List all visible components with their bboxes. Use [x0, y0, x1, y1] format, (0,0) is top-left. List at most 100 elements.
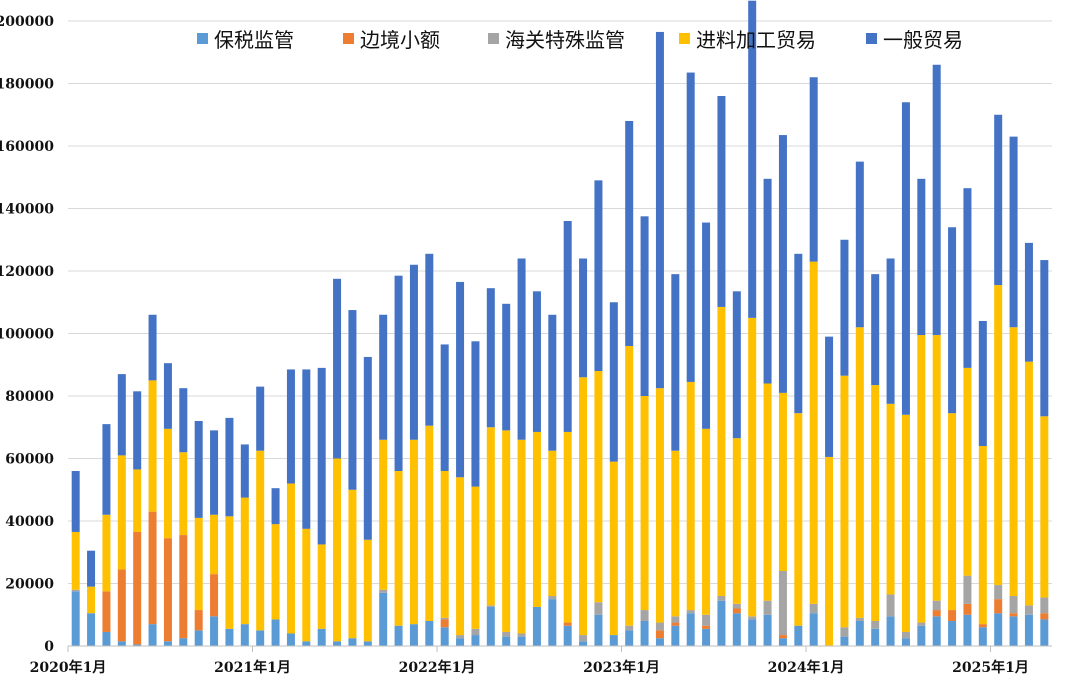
bar-58-series-2: [963, 575, 972, 604]
bar-55-series-2: [917, 622, 926, 626]
bar-34-series-2: [594, 602, 603, 615]
bar-53-series-2: [886, 594, 895, 617]
bar-21-series-3: [394, 471, 403, 626]
bar-30-series-0: [532, 606, 541, 646]
x-tick-label-1: 2021年1月: [214, 659, 291, 676]
bar-42-series-4: [717, 96, 726, 307]
bar-60-series-0: [994, 613, 1003, 646]
y-tick-label-1: 20000: [5, 577, 54, 593]
bar-45-series-4: [763, 178, 772, 384]
bar-34-series-4: [594, 180, 603, 372]
y-tick-label-9: 180000: [0, 77, 54, 93]
bar-37-series-0: [640, 621, 649, 646]
bar-55-series-4: [917, 178, 926, 336]
bar-47-series-4: [794, 253, 803, 414]
bar-23-series-4: [425, 253, 434, 426]
bar-63-series-1: [1040, 613, 1049, 620]
bar-56-series-3: [932, 335, 941, 601]
legend-swatch-4: [866, 33, 877, 44]
bar-39-series-0: [671, 625, 680, 646]
bar-9-series-1: [210, 574, 219, 617]
bar-58-series-1: [963, 603, 972, 615]
bar-22-series-4: [409, 264, 418, 440]
bar-14-series-0: [286, 633, 295, 646]
bar-29-series-2: [517, 633, 526, 637]
bar-39-series-2: [671, 616, 680, 623]
bar-50-series-2: [840, 627, 849, 637]
bar-32-series-4: [563, 221, 572, 432]
bar-7-series-0: [179, 638, 188, 646]
bar-0-series-0: [71, 591, 80, 646]
bar-63-series-2: [1040, 597, 1049, 614]
legend-swatch-2: [488, 33, 499, 44]
bar-46-series-0: [778, 638, 787, 646]
bar-32-series-3: [563, 431, 572, 623]
bar-63-series-4: [1040, 260, 1049, 417]
bar-16-series-3: [317, 544, 326, 629]
x-tick-label-0: 2020年1月: [30, 659, 107, 676]
bar-52-series-4: [871, 274, 880, 386]
bar-28-series-3: [502, 430, 511, 632]
bar-36-series-2: [625, 625, 634, 631]
bar-50-series-3: [840, 375, 849, 628]
bar-10-series-3: [225, 516, 234, 629]
bar-7-series-4: [179, 388, 188, 453]
bar-13-series-0: [271, 619, 280, 646]
bar-55-series-3: [917, 335, 926, 623]
bar-12-series-3: [256, 450, 265, 631]
bar-46-series-2: [778, 571, 787, 636]
bar-15-series-4: [302, 369, 311, 529]
bar-46-series-3: [778, 392, 787, 572]
bar-3-series-0: [117, 641, 126, 646]
bar-45-series-3: [763, 383, 772, 601]
bar-25-series-3: [456, 477, 465, 636]
bar-29-series-4: [517, 258, 526, 440]
bar-43-series-0: [732, 613, 741, 646]
bar-56-series-1: [932, 610, 941, 617]
bar-40-series-2: [686, 610, 695, 614]
bar-6-series-1: [163, 538, 172, 642]
bar-43-series-1: [732, 608, 741, 614]
bar-38-series-2: [655, 622, 664, 631]
bar-1-series-0: [87, 613, 96, 646]
bar-54-series-3: [901, 414, 910, 632]
bar-8-series-0: [194, 630, 203, 647]
bar-57-series-0: [948, 621, 957, 646]
bar-37-series-2: [640, 610, 649, 621]
bar-8-series-4: [194, 421, 203, 518]
bar-41-series-0: [702, 628, 711, 646]
bar-52-series-2: [871, 621, 880, 629]
bar-10-series-0: [225, 628, 234, 646]
y-tick-label-7: 140000: [0, 202, 54, 218]
bar-19-series-3: [363, 539, 372, 642]
bar-45-series-2: [763, 600, 772, 615]
bar-50-series-4: [840, 239, 849, 376]
bar-24-series-2: [440, 617, 449, 620]
legend-swatch-1: [343, 33, 354, 44]
bar-23-series-0: [425, 621, 434, 646]
bar-5-series-1: [148, 511, 157, 625]
bar-54-series-2: [901, 631, 910, 639]
bar-27-series-0: [486, 606, 495, 646]
bar-3-series-1: [117, 569, 126, 642]
bar-62-series-4: [1024, 242, 1033, 362]
bar-5-series-3: [148, 380, 157, 512]
bar-39-series-4: [671, 274, 680, 451]
bar-19-series-4: [363, 356, 372, 540]
bar-18-series-0: [348, 638, 357, 646]
bar-62-series-3: [1024, 361, 1033, 606]
bar-52-series-3: [871, 385, 880, 621]
bar-39-series-1: [671, 622, 680, 626]
bar-11-series-0: [240, 624, 249, 647]
bar-0-series-4: [71, 471, 80, 532]
y-tick-label-5: 100000: [0, 327, 54, 343]
bar-21-series-4: [394, 275, 403, 471]
bar-0-series-3: [71, 531, 80, 590]
bar-33-series-3: [579, 377, 588, 636]
bar-24-series-0: [440, 627, 449, 646]
bar-26-series-0: [471, 635, 480, 646]
bar-61-series-2: [1009, 596, 1018, 614]
bar-27-series-3: [486, 427, 495, 606]
bar-2-series-3: [102, 514, 111, 592]
bar-16-series-4: [317, 367, 326, 545]
